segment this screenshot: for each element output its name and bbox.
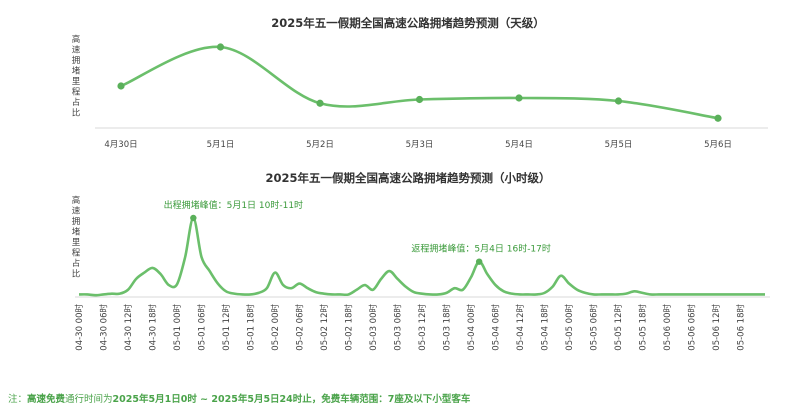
daily-x-tick-label: 5月1日 <box>207 140 235 150</box>
hourly-series-line <box>78 216 765 297</box>
y-axis-label-char: 里 <box>72 238 81 248</box>
hourly-x-tick-label: 04-30 00时 <box>74 304 85 351</box>
hourly-x-tick-label: 05-02 00时 <box>270 304 281 351</box>
daily-x-tick-label: 5月2日 <box>306 140 334 150</box>
hourly-x-tick-label: 05-06 12时 <box>711 304 722 351</box>
hourly-chart-title: 2025年五一假期全国高速公路拥堵趋势预测（小时级） <box>265 171 550 185</box>
hourly-x-tick-label: 05-05 12时 <box>613 304 624 351</box>
footnote-text: 通行时间为 <box>65 394 113 405</box>
hourly-x-tick-label: 05-06 18时 <box>736 304 747 351</box>
footnote-period: 2025年5月1日0时 ~ 2025年5月5日24时止，免费车辆范围：7座及以下… <box>112 394 471 405</box>
y-axis-label-char: 速 <box>72 207 81 217</box>
y-axis-label-char: 高 <box>72 195 81 206</box>
hourly-x-tick-label: 05-06 00时 <box>662 304 673 351</box>
peak-marker <box>190 214 197 222</box>
daily-x-tick-label: 4月30日 <box>104 140 137 150</box>
y-axis-label-char: 占 <box>72 258 81 269</box>
peak-marker <box>475 258 483 265</box>
hourly-x-tick-label: 05-03 00时 <box>368 304 379 351</box>
y-axis-label-char: 高 <box>72 34 81 45</box>
hourly-x-tick-label: 05-03 06时 <box>393 304 404 351</box>
daily-series-points <box>117 43 722 122</box>
footnote: 注：高速免费通行时间为2025年5月1日0时 ~ 2025年5月5日24时止，免… <box>8 391 470 405</box>
hourly-x-tick-label: 05-02 12时 <box>319 304 330 351</box>
y-axis-label-char: 拥 <box>72 55 81 66</box>
daily-x-tick-label: 5月5日 <box>605 140 633 150</box>
hourly-x-tick-label: 05-05 06时 <box>589 304 600 351</box>
daily-data-point <box>216 43 225 51</box>
daily-data-point <box>117 82 125 90</box>
hourly-x-tick-label: 04-30 12时 <box>123 304 134 351</box>
hourly-x-tick-label: 05-01 18时 <box>246 304 257 351</box>
footnote-free-label: 高速免费 <box>27 394 66 405</box>
y-axis-label-char: 里 <box>72 77 81 87</box>
hourly-x-tick-label: 05-05 00时 <box>564 304 575 351</box>
y-axis-label-char: 堵 <box>72 227 81 238</box>
peak-annotation-label: 出程拥堵峰值：5月1日 10时-11时 <box>164 199 303 211</box>
y-axis-label-char: 程 <box>72 249 81 259</box>
hourly-x-tick-label: 05-04 00时 <box>466 304 477 351</box>
hourly-x-tick-label: 05-05 18时 <box>638 304 649 351</box>
hourly-x-tick-label: 05-03 18时 <box>442 304 453 351</box>
daily-data-point <box>714 114 722 122</box>
y-axis-label-char: 比 <box>72 269 81 280</box>
hourly-x-tick-label: 05-02 06时 <box>295 304 306 351</box>
y-axis-label-char: 占 <box>72 97 81 108</box>
y-axis-label-char: 程 <box>72 88 81 98</box>
hourly-x-tick-label: 04-30 18时 <box>148 304 159 351</box>
hourly-x-tick-label: 05-04 06时 <box>491 304 502 351</box>
daily-chart-title: 2025年五一假期全国高速公路拥堵趋势预测（天级） <box>271 16 545 30</box>
hourly-x-tick-label: 04-30 06时 <box>99 304 110 351</box>
y-axis-label-char: 堵 <box>72 66 81 77</box>
y-axis-label-char: 比 <box>72 108 81 119</box>
daily-chart-x-ticks: 4月30日 5月1日 5月2日 5月3日 5月4日 5月5日 5月6日 <box>104 140 732 150</box>
hourly-x-tick-label: 05-04 18时 <box>540 304 551 351</box>
hourly-x-tick-label: 05-04 12时 <box>515 304 526 351</box>
daily-data-point <box>415 95 424 104</box>
daily-data-point <box>515 94 523 102</box>
hourly-x-tick-label: 05-03 12时 <box>417 304 428 351</box>
hourly-x-tick-label: 05-01 12时 <box>221 304 232 351</box>
daily-x-tick-label: 5月4日 <box>505 140 533 150</box>
y-axis-label-char: 拥 <box>72 216 81 227</box>
daily-data-point <box>316 99 324 107</box>
daily-x-tick-label: 5月3日 <box>406 140 434 150</box>
daily-x-tick-label: 5月6日 <box>704 140 732 150</box>
hourly-x-tick-label: 05-01 06时 <box>197 304 208 351</box>
hourly-x-tick-label: 05-01 00时 <box>172 304 183 351</box>
peak-annotation-label: 返程拥堵峰值：5月4日 16时-17时 <box>411 243 550 255</box>
hourly-x-tick-label: 05-02 18时 <box>344 304 355 351</box>
y-axis-label-char: 速 <box>72 46 81 56</box>
daily-data-point <box>614 97 623 105</box>
footnote-prefix: 注： <box>8 394 28 405</box>
hourly-x-tick-label: 05-06 06时 <box>687 304 698 351</box>
hourly-chart-x-ticks: 04-30 00时 04-30 06时 04-30 12时 04-30 18时 05-0… <box>74 304 747 351</box>
daily-series-line <box>120 45 719 120</box>
